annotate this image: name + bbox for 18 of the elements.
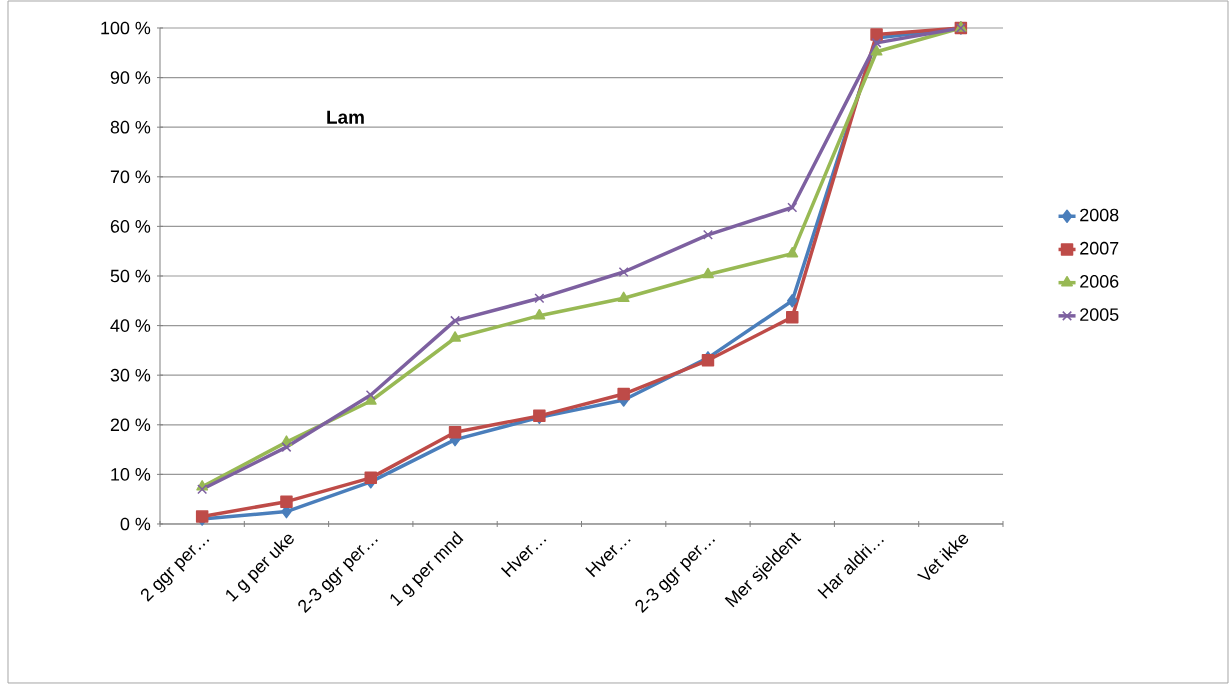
y-tick-label: 10 % [111, 468, 151, 481]
y-tick-label: 100 % [101, 21, 151, 35]
legend-label: 2006 [1080, 275, 1119, 288]
y-tick-label: 40 % [110, 319, 151, 332]
y-tick-label: 80 % [110, 120, 151, 134]
x-tick-label: Vet ikke [916, 534, 969, 581]
y-tick-label: 70 % [110, 170, 151, 184]
y-tick-label: 0 % [120, 517, 151, 531]
y-tick-label: 60 % [110, 220, 151, 233]
y-tick-label: 20 % [110, 418, 151, 432]
text: Lam [327, 110, 364, 124]
legend-label: 2008 [1080, 208, 1119, 222]
y-tick-label: 50 % [110, 269, 151, 283]
y-tick-label: 30 % [110, 368, 151, 382]
y-tick-label: 90 % [110, 71, 151, 84]
x-tick-label: 1 g per uke [226, 534, 294, 602]
legend-label: 2007 [1080, 241, 1119, 255]
legend-label: 2005 [1080, 308, 1119, 321]
